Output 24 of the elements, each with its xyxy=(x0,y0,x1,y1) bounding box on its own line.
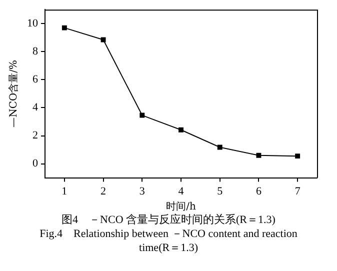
x-tick-label: 2 xyxy=(100,185,106,198)
x-axis-title: 时间/h xyxy=(166,200,196,213)
x-tick-label: 3 xyxy=(139,185,146,198)
y-tick-label: 8 xyxy=(32,46,38,58)
y-tick-label: 0 xyxy=(32,158,38,170)
x-tick-label: 1 xyxy=(62,185,68,198)
x-tick-label: 4 xyxy=(178,185,184,198)
x-tick-label: 5 xyxy=(217,185,224,198)
caption: Fig.4 Relationship between －NCO content and reaction time(R＝1.3) xyxy=(38,227,298,255)
y-tick-label: 10 xyxy=(27,18,38,30)
caption: 图4 －NCO 含量与反应时间的关系(R＝1.3) xyxy=(60,213,276,227)
y-axis-title: —NCO含量/% xyxy=(8,60,20,128)
point xyxy=(256,152,262,158)
point xyxy=(62,25,67,30)
point xyxy=(140,112,145,118)
y-tick-label: 4 xyxy=(32,102,38,114)
point xyxy=(178,127,184,132)
y-tick-label: 6 xyxy=(32,74,38,86)
x-tick-label: 7 xyxy=(294,185,301,198)
point xyxy=(217,144,222,150)
x-tick-label: 6 xyxy=(256,185,262,198)
y-tick-label: 2 xyxy=(32,130,38,142)
point xyxy=(100,37,106,42)
point xyxy=(295,154,300,159)
